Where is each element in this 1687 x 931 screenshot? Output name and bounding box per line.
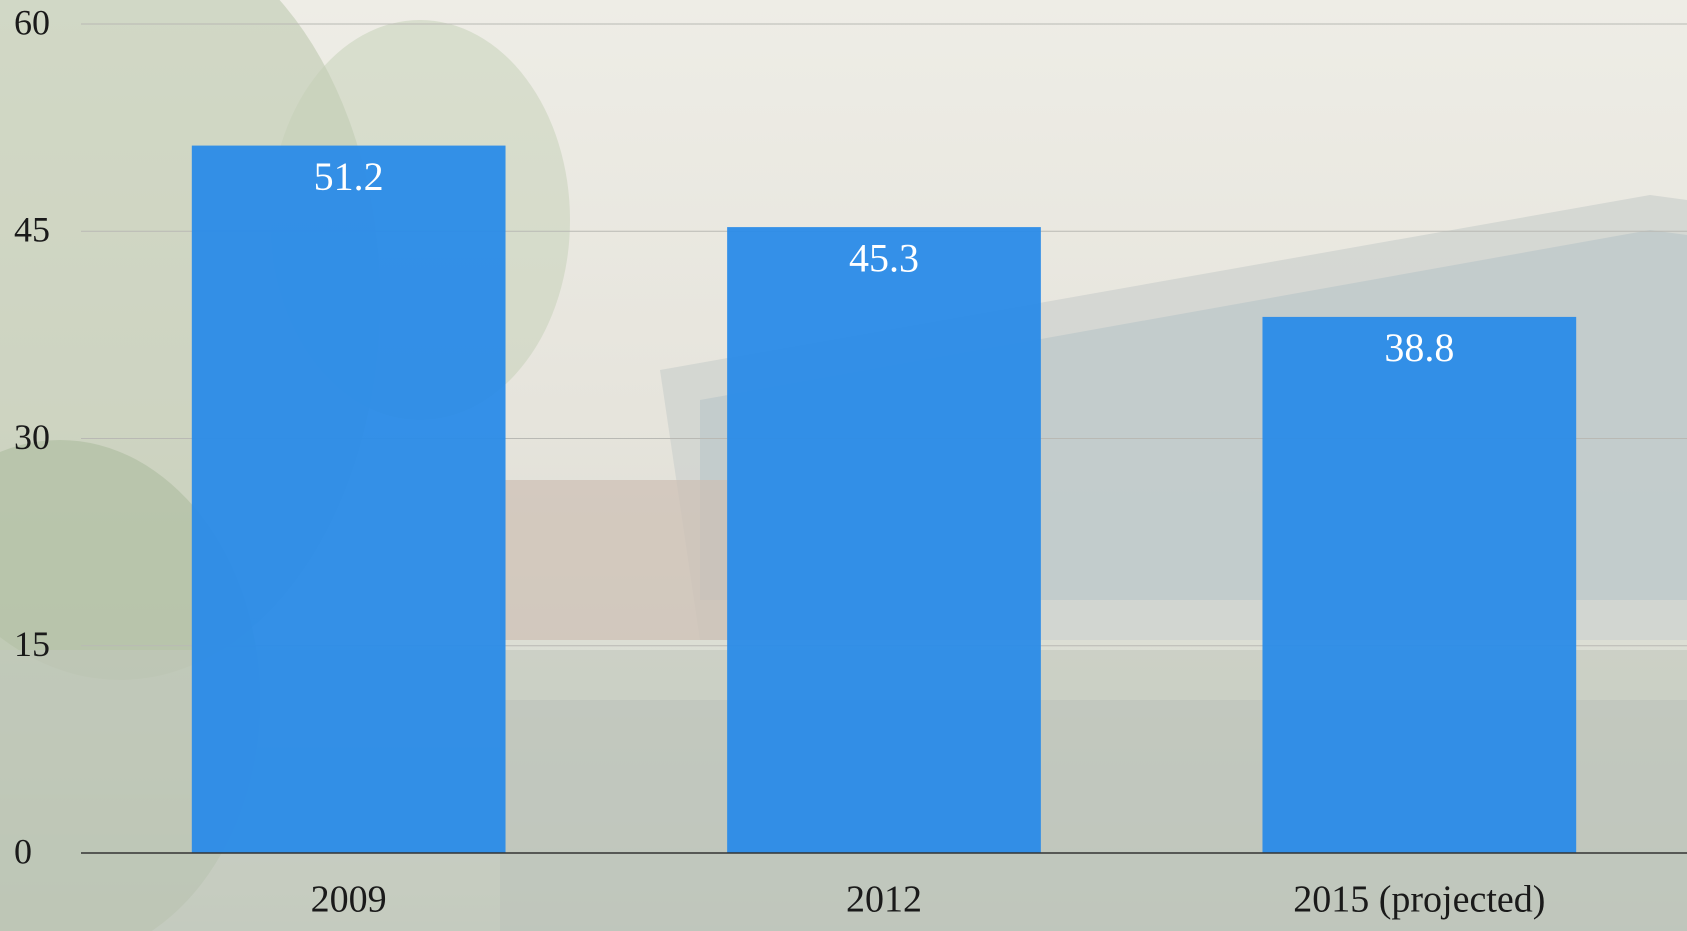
x-tick-label: 2012 <box>846 879 922 921</box>
value-label: 38.8 <box>1384 325 1454 370</box>
value-label: 45.3 <box>849 235 919 280</box>
bar <box>727 227 1041 854</box>
y-tick-label: 0 <box>14 831 32 871</box>
y-tick-label: 60 <box>14 2 50 42</box>
value-label: 51.2 <box>314 154 384 199</box>
bar <box>1262 316 1577 853</box>
y-tick-label: 30 <box>14 417 50 457</box>
x-tick-label: 2015 (projected) <box>1293 879 1545 921</box>
x-tick-label: 2009 <box>311 879 387 921</box>
y-tick-label: 45 <box>14 210 50 250</box>
y-tick-label: 15 <box>14 624 50 664</box>
bar <box>191 145 506 853</box>
